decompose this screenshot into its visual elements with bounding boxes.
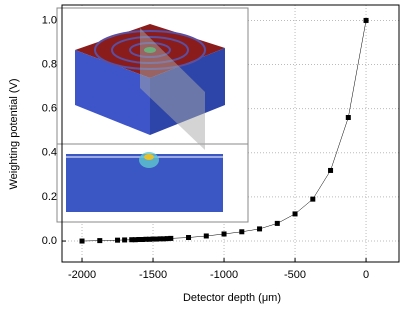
marker xyxy=(221,231,227,237)
marker xyxy=(168,235,174,241)
marker xyxy=(136,236,142,242)
marker xyxy=(203,233,209,239)
marker xyxy=(150,236,156,242)
marker xyxy=(139,236,145,242)
box-left xyxy=(75,50,150,135)
marker xyxy=(143,236,149,242)
marker xyxy=(292,211,298,217)
marker xyxy=(310,196,316,202)
marker xyxy=(186,235,192,241)
y-tick-label: 0.6 xyxy=(42,103,57,115)
x-tick-label: -1000 xyxy=(210,269,238,281)
cut-plane xyxy=(140,28,205,150)
marker xyxy=(79,238,85,244)
marker xyxy=(97,238,103,244)
y-tick-label: 1.0 xyxy=(42,14,57,26)
marker xyxy=(157,236,163,242)
y-tick-label: 0.8 xyxy=(42,58,57,70)
x-tick-label: -2000 xyxy=(68,269,96,281)
marker xyxy=(328,167,334,173)
marker xyxy=(146,236,152,242)
field-peak xyxy=(144,154,154,160)
marker xyxy=(164,236,170,242)
marker xyxy=(257,226,263,232)
marker xyxy=(363,17,369,23)
marker xyxy=(345,115,351,121)
x-tick-label: -500 xyxy=(284,269,306,281)
x-tick-label: 0 xyxy=(363,269,369,281)
y-tick-label: 0.4 xyxy=(42,147,57,159)
y-axis-label: Weighting potential (V) xyxy=(8,78,20,189)
plot-frame xyxy=(61,4,400,263)
x-tick-label: -1500 xyxy=(139,269,167,281)
y-tick-label: 0.0 xyxy=(42,235,57,247)
x-axis-label: Detector depth (μm) xyxy=(183,292,281,304)
marker xyxy=(132,237,138,243)
marker xyxy=(154,236,160,242)
marker xyxy=(115,237,121,243)
marker xyxy=(274,220,280,226)
marker xyxy=(239,229,245,235)
y-tick-label: 0.2 xyxy=(42,191,57,203)
marker xyxy=(161,236,167,242)
marker xyxy=(122,237,128,243)
inset xyxy=(56,7,249,223)
marker xyxy=(129,237,135,243)
